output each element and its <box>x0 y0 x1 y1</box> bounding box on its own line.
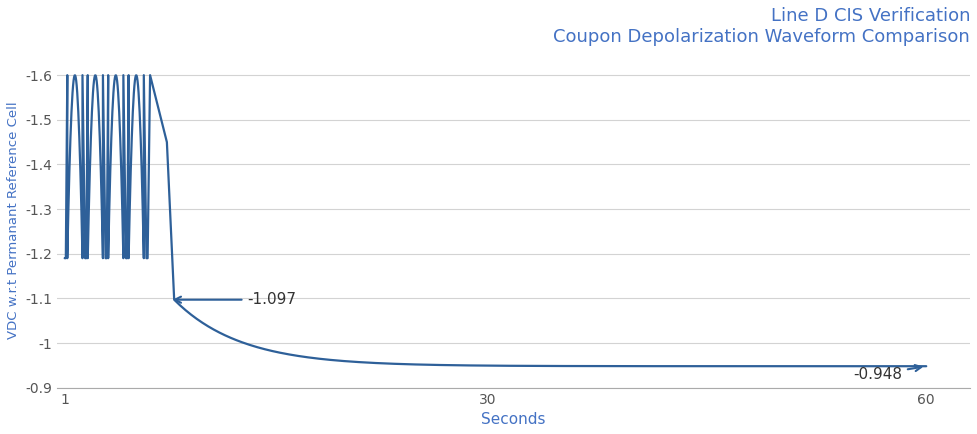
Y-axis label: VDC w.r.t Permanant Reference Cell: VDC w.r.t Permanant Reference Cell <box>7 102 20 339</box>
X-axis label: Seconds: Seconds <box>482 412 546 427</box>
Text: -0.948: -0.948 <box>853 365 921 382</box>
Text: -1.097: -1.097 <box>175 292 296 307</box>
Text: Line D CIS Verification
Coupon Depolarization Waveform Comparison: Line D CIS Verification Coupon Depolariz… <box>553 7 970 46</box>
